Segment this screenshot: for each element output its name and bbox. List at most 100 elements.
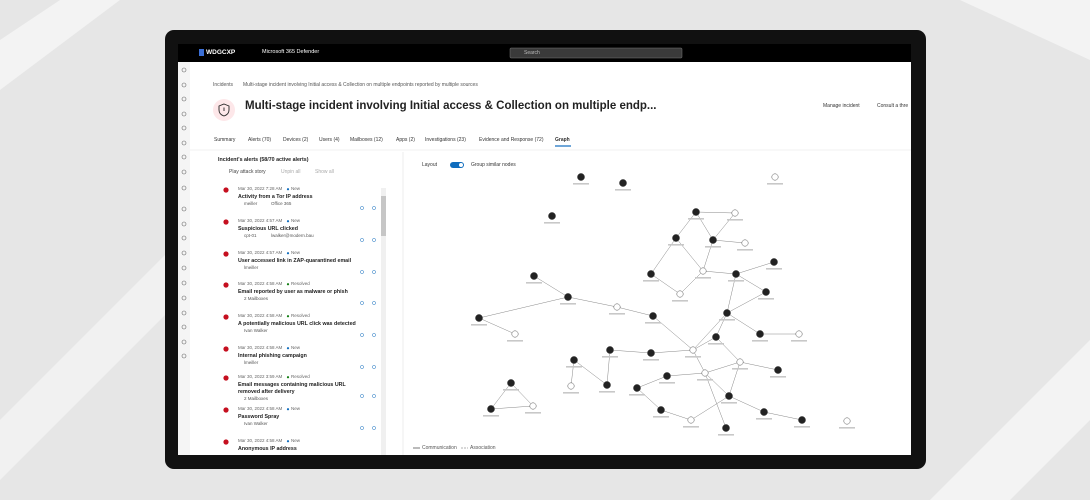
graph-node [657,406,665,414]
tab[interactable]: Mailboxes (12) [350,137,383,143]
node-label [560,303,576,305]
alert-status: New [291,186,301,191]
graph-edge [570,359,575,387]
graph-edge [636,387,662,411]
graph-node [741,239,749,247]
alert-title[interactable]: Email reported by user as malware or phi… [238,288,348,295]
tab[interactable]: Graph [555,137,570,143]
nav-icon [181,353,187,359]
graph-node [692,208,700,216]
alert-title[interactable]: User accessed link in ZAP-quarantined em… [238,257,352,264]
hide-icon [372,206,376,210]
pin-icon [360,238,364,242]
tab[interactable]: Evidence and Response (72) [479,137,544,143]
tab[interactable]: Apps (2) [396,137,415,143]
hide-icon [372,365,376,369]
alert-status: Resolved [291,374,310,379]
graph-node [619,179,627,187]
graph-edge [704,361,741,374]
graph-node [723,309,731,317]
graph-node [663,372,671,380]
nav-icon [181,280,187,286]
node-label [794,426,810,428]
graph-edge [650,349,694,354]
alert-title[interactable]: Activity from a Tor IP address [238,193,313,200]
node-label [525,412,541,414]
severity-dot [223,219,229,225]
alert-title[interactable]: Email messages containing malicious URL … [238,381,346,395]
graph-edge [606,349,611,386]
graph-node [699,267,707,275]
graph-node [722,424,730,432]
graph-edge [735,261,775,275]
graph-edge [650,273,681,295]
nav-icon [181,221,187,227]
graph-node [725,392,733,400]
graph-node [756,330,764,338]
node-label [672,300,688,302]
consult-threat-expert[interactable]: Consult a thre [877,103,909,109]
node-label [727,219,743,221]
node-label [507,340,523,342]
tab[interactable]: Alerts (70) [248,137,272,143]
breadcrumb-link[interactable]: Incidents [213,82,234,88]
node-label [766,268,782,270]
panel-action[interactable]: Unpin all [281,169,301,175]
alert-title[interactable]: Internal phishing campaign [238,352,307,359]
graph-edge [715,312,728,338]
graph-node [647,270,655,278]
alert-entity: Ivan Walker [244,421,268,426]
panel-action[interactable]: Show all [315,169,334,175]
layout-button[interactable]: Layout [422,162,438,168]
severity-dot [223,346,229,352]
node-label [697,379,713,381]
pin-icon [360,270,364,274]
pin-icon [360,206,364,210]
graph-edge [704,372,730,397]
graph-node [843,417,851,425]
alert-time: Mar 30, 2022 4:58 AM [238,281,283,286]
alert-time: Mar 30, 2022 4:58 AM [238,345,283,350]
alert-time: Mar 30, 2022 4:57 AM [238,250,283,255]
graph-edge [636,375,668,389]
severity-dot [223,187,229,193]
nav-icon [181,206,187,212]
nav-icon [181,154,187,160]
graph-edge [660,409,692,421]
node-label [758,298,774,300]
brand[interactable]: WDGCXP [206,48,236,56]
graph-node [771,173,779,181]
alert-title[interactable]: Anonymous IP address [238,445,297,452]
alert-time: Mar 30, 2022 4:58 AM [238,406,283,411]
node-label [599,391,615,393]
nav-icon [181,185,187,191]
graph-node [567,382,575,390]
graph-node [701,369,709,377]
alert-title[interactable]: A potentially malicious URL click was de… [238,320,356,327]
graph-node [774,366,782,374]
tab[interactable]: Investigations (23) [425,137,466,143]
pin-icon [360,301,364,305]
graph-node [603,381,611,389]
alert-title[interactable]: Suspicious URL clicked [238,225,298,232]
graph-edge [735,273,767,293]
search-box[interactable]: Search [524,49,540,56]
alert-title[interactable]: Password Spray [238,413,280,420]
hide-icon [372,333,376,337]
tab[interactable]: Users (4) [319,137,340,143]
node-label [839,427,855,429]
incident-graph [223,173,855,445]
graph-edge [692,349,706,374]
graph-node [676,290,684,298]
node-label [602,356,618,358]
graph-node [475,314,483,322]
nav-icon [181,111,187,117]
manage-incident[interactable]: Manage incident [823,103,860,109]
alert-status: New [291,345,301,350]
panel-action[interactable]: Play attack story [229,169,266,175]
status-dot [286,347,290,350]
tab[interactable]: Devices (2) [283,137,309,143]
node-label [566,366,582,368]
tab[interactable]: Summary [214,137,236,143]
hide-icon [372,270,376,274]
